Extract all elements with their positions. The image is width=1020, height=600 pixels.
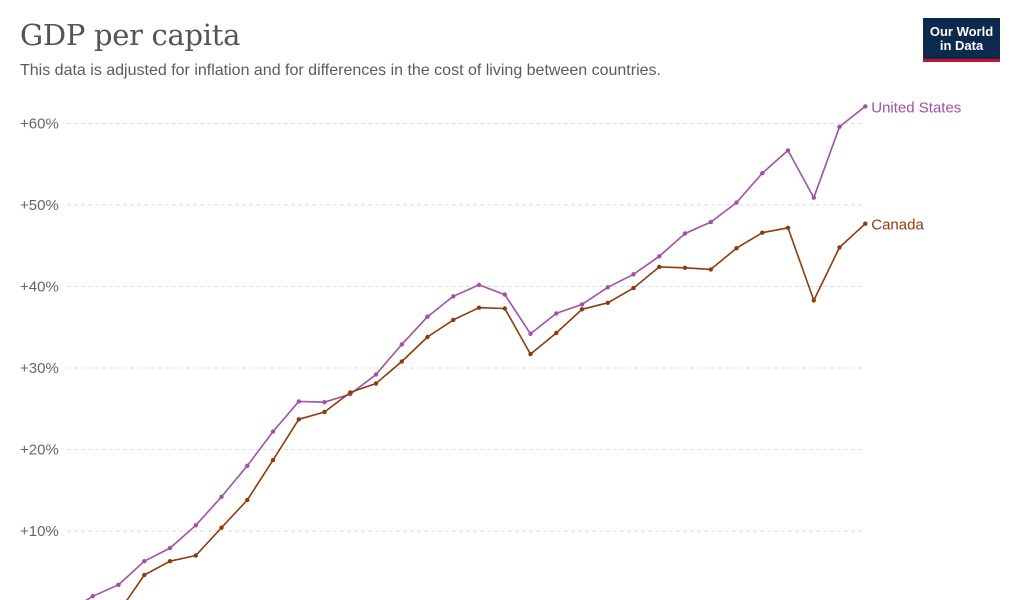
data-point-united-states-29 (811, 195, 816, 200)
data-point-canada-4 (167, 559, 173, 564)
y-tick-label-10: +10% (20, 523, 59, 540)
data-point-united-states-13 (399, 342, 404, 347)
data-point-canada-22 (631, 285, 636, 291)
data-point-canada-17 (502, 306, 507, 311)
data-point-canada-31 (863, 221, 868, 226)
owid-logo[interactable]: Our World in Data (923, 18, 1000, 62)
series-line-united-states (85, 105, 866, 600)
y-tick-label-50: +50% (20, 197, 59, 214)
data-point-canada-30 (837, 245, 842, 250)
data-point-canada-19 (554, 330, 559, 336)
data-point-united-states-26 (734, 200, 739, 205)
data-point-united-states-21 (605, 285, 610, 290)
data-point-canada-27 (760, 230, 765, 235)
data-point-united-states-22 (631, 272, 636, 277)
data-point-united-states-2 (116, 582, 121, 587)
logo-line-2: in Data (939, 38, 984, 53)
data-point-canada-15 (451, 317, 456, 323)
series-label-united-states: United States (871, 99, 961, 116)
data-point-united-states-19 (554, 311, 559, 316)
data-point-canada-23 (657, 264, 662, 270)
data-point-canada-16 (476, 305, 482, 310)
data-point-canada-11 (348, 390, 353, 395)
y-tick-label-20: +20% (20, 442, 59, 459)
series-line-canada (126, 223, 866, 600)
data-point-united-states-5 (193, 523, 198, 528)
data-point-united-states-23 (657, 254, 662, 259)
data-point-united-states-9 (296, 399, 301, 404)
data-point-united-states-27 (760, 171, 765, 176)
data-point-united-states-15 (451, 294, 456, 299)
data-point-united-states-3 (142, 559, 147, 564)
data-point-united-states-6 (219, 494, 224, 499)
data-point-united-states-30 (837, 124, 842, 129)
data-point-canada-3 (142, 572, 147, 578)
data-point-united-states-20 (579, 302, 585, 307)
chart-title: GDP per capita (20, 18, 241, 52)
data-point-united-states-4 (167, 545, 173, 551)
data-point-canada-26 (734, 246, 739, 251)
data-point-canada-5 (193, 553, 198, 558)
data-point-canada-8 (270, 457, 276, 463)
data-point-united-states-12 (373, 372, 379, 377)
data-point-canada-6 (219, 525, 224, 530)
data-point-united-states-25 (708, 219, 713, 225)
data-point-canada-13 (399, 359, 404, 364)
data-point-canada-24 (682, 265, 688, 270)
chart-subtitle: This data is adjusted for inflation and … (20, 62, 661, 79)
y-tick-label-30: +30% (20, 360, 59, 377)
data-point-united-states-18 (528, 331, 533, 336)
data-point-united-states-16 (476, 282, 482, 288)
data-point-canada-29 (811, 298, 816, 303)
data-point-united-states-10 (322, 400, 327, 405)
y-tick-label-60: +60% (20, 116, 59, 133)
data-point-united-states-28 (785, 148, 791, 153)
data-point-united-states-7 (245, 463, 250, 468)
data-point-canada-9 (296, 417, 301, 422)
data-point-canada-28 (785, 225, 791, 230)
data-point-canada-12 (373, 381, 379, 386)
data-point-united-states-8 (270, 429, 276, 434)
data-point-canada-18 (528, 351, 533, 357)
data-point-united-states-14 (425, 314, 430, 319)
data-point-canada-14 (425, 334, 430, 340)
data-point-canada-21 (605, 300, 610, 305)
data-point-united-states-24 (682, 231, 688, 236)
logo-line-1: Our World (929, 24, 994, 39)
data-point-canada-7 (245, 497, 250, 503)
data-point-canada-25 (708, 267, 713, 272)
y-tick-label-40: +40% (20, 279, 59, 296)
data-point-united-states-17 (502, 292, 507, 297)
data-point-canada-20 (579, 307, 585, 312)
data-point-united-states-1 (90, 594, 96, 599)
data-point-canada-10 (322, 409, 327, 415)
data-point-united-states-31 (863, 104, 868, 109)
series-label-canada: Canada (871, 217, 924, 234)
